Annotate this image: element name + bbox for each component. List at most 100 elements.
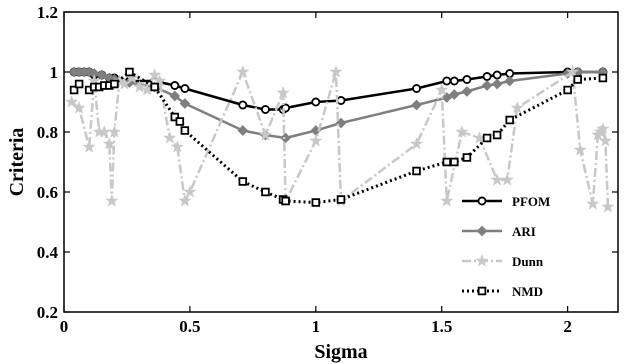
data-point-nmd: [281, 196, 290, 206]
y-tick-label: 0.6: [37, 183, 58, 202]
y-tick-label: 0.2: [37, 303, 58, 322]
data-point-nmd: [563, 85, 572, 95]
data-point-dunn: [490, 172, 504, 186]
data-point-dunn: [82, 139, 96, 153]
data-point-dunn: [236, 64, 250, 78]
data-point-dunn: [409, 136, 424, 150]
data-point-dunn: [105, 193, 119, 207]
legend-label: PFOM: [512, 194, 550, 209]
data-point-dunn: [170, 139, 185, 153]
legend-marker: [476, 225, 488, 237]
data-point-nmd: [238, 177, 248, 186]
y-axis-title: Criteria: [6, 128, 28, 197]
data-point-dunn: [147, 67, 162, 81]
data-point-dunn: [258, 127, 273, 141]
data-point-dunn: [435, 82, 449, 96]
data-point-pfom: [462, 75, 472, 84]
data-point-ari: [411, 99, 422, 111]
data-point-ari: [504, 75, 516, 87]
data-point-ari: [461, 86, 473, 97]
y-tick-label: 0.4: [37, 243, 59, 262]
data-point-nmd: [69, 85, 79, 95]
plot-frame: [63, 11, 619, 313]
data-point-dunn: [178, 193, 192, 207]
data-point-dunn: [598, 133, 613, 147]
data-point-dunn: [309, 133, 323, 147]
plot-area: [64, 64, 615, 213]
series-line-dunn: [70, 70, 610, 208]
data-point-pfom: [482, 72, 492, 81]
legend-marker: [477, 286, 487, 296]
y-tick-label: 0.8: [37, 123, 58, 142]
data-point-nmd: [336, 195, 346, 204]
y-tick-label: 1.2: [37, 3, 58, 22]
legend-item-nmd: NMD: [462, 284, 543, 299]
data-point-dunn: [510, 100, 524, 114]
data-point-nmd: [125, 67, 134, 77]
data-point-nmd: [170, 112, 180, 122]
data-point-nmd: [598, 73, 608, 83]
data-point-nmd: [412, 166, 421, 176]
data-point-dunn: [152, 73, 167, 87]
data-point-nmd: [450, 157, 459, 167]
data-point-nmd: [180, 126, 190, 135]
data-point-dunn: [565, 64, 580, 78]
data-point-ari: [96, 69, 108, 81]
legend-item-pfom: PFOM: [462, 194, 550, 209]
data-point-pfom: [412, 84, 422, 93]
data-point-pfom: [449, 76, 459, 86]
data-point-dunn: [601, 199, 615, 213]
data-point-nmd: [442, 157, 452, 167]
legend-label: ARI: [512, 224, 536, 239]
data-point-dunn: [596, 121, 610, 135]
x-tick-label: 1: [312, 317, 321, 336]
series-nmd: [69, 67, 608, 207]
legend-item-dunn: Dunn: [462, 253, 544, 269]
series-dunn: [64, 64, 615, 213]
data-point-pfom: [170, 81, 180, 90]
data-point-nmd: [462, 153, 472, 162]
data-point-dunn: [72, 100, 86, 114]
data-point-dunn: [107, 124, 122, 138]
data-point-dunn: [455, 124, 469, 138]
x-axis-title: Sigma: [314, 341, 367, 363]
data-point-dunn: [586, 196, 600, 210]
data-point-ari: [179, 98, 191, 109]
y-tick-label: 1: [50, 63, 59, 82]
legend-marker: [477, 196, 487, 206]
data-point-dunn: [163, 130, 177, 144]
data-point-pfom: [336, 96, 346, 105]
legend-label: Dunn: [512, 254, 544, 269]
data-point-nmd: [482, 133, 492, 143]
data-point-dunn: [132, 79, 147, 93]
data-point-dunn: [102, 136, 117, 150]
data-point-ari: [481, 80, 493, 91]
legend-marker: [475, 253, 489, 267]
data-point-dunn: [573, 142, 587, 156]
x-tick-label: 0: [60, 317, 69, 336]
data-point-ari: [441, 92, 453, 103]
data-point-nmd: [505, 115, 514, 125]
data-point-nmd: [573, 75, 582, 84]
data-point-ari: [491, 78, 503, 90]
x-tick-label: 2: [563, 317, 572, 336]
data-point-pfom: [238, 100, 248, 110]
data-point-ari: [237, 125, 249, 136]
data-point-pfom: [260, 105, 270, 114]
data-point-dunn: [500, 172, 514, 186]
legend: PFOM ARI Dunn NMD: [462, 194, 550, 299]
data-point-pfom: [492, 70, 502, 80]
data-point-dunn: [64, 94, 79, 108]
data-point-pfom: [311, 97, 321, 107]
legend-label: NMD: [512, 284, 543, 299]
data-point-nmd: [175, 117, 185, 126]
data-point-dunn: [276, 85, 290, 99]
data-point-ari: [169, 90, 181, 102]
data-point-ari: [280, 132, 291, 144]
data-point-nmd: [261, 187, 270, 197]
data-point-ari: [448, 89, 460, 100]
data-point-nmd: [74, 79, 84, 89]
data-point-dunn: [183, 184, 197, 198]
data-point-dunn: [329, 64, 343, 78]
